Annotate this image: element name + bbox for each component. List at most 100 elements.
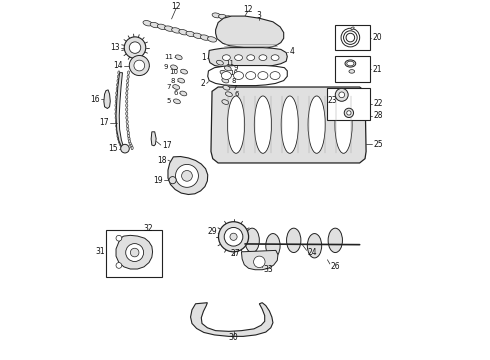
Text: 10: 10 xyxy=(229,70,238,76)
Text: 8: 8 xyxy=(171,77,175,84)
Text: 23: 23 xyxy=(328,96,338,105)
Ellipse shape xyxy=(219,14,227,19)
Text: 21: 21 xyxy=(372,64,382,73)
Ellipse shape xyxy=(223,85,230,90)
Ellipse shape xyxy=(200,35,209,40)
Text: 7: 7 xyxy=(232,85,237,91)
Ellipse shape xyxy=(126,120,128,123)
Circle shape xyxy=(335,89,348,101)
Bar xyxy=(106,230,162,277)
Ellipse shape xyxy=(235,55,243,60)
Text: 13: 13 xyxy=(110,43,120,52)
Ellipse shape xyxy=(118,137,120,141)
Ellipse shape xyxy=(207,37,217,42)
Circle shape xyxy=(116,235,122,241)
Text: 2: 2 xyxy=(201,79,206,88)
Polygon shape xyxy=(216,16,284,49)
Text: 33: 33 xyxy=(264,265,273,274)
Text: 31: 31 xyxy=(95,247,104,256)
Ellipse shape xyxy=(126,87,128,91)
Ellipse shape xyxy=(258,72,268,80)
Circle shape xyxy=(224,228,243,246)
Ellipse shape xyxy=(259,55,267,60)
Polygon shape xyxy=(116,73,124,149)
Text: 25: 25 xyxy=(373,140,383,149)
Text: 12: 12 xyxy=(243,5,253,14)
Ellipse shape xyxy=(193,33,202,39)
Polygon shape xyxy=(208,48,287,68)
Ellipse shape xyxy=(271,55,279,60)
Circle shape xyxy=(182,171,193,181)
Ellipse shape xyxy=(118,71,120,75)
Text: 4: 4 xyxy=(290,48,294,57)
Circle shape xyxy=(219,222,248,252)
Ellipse shape xyxy=(345,60,356,67)
Ellipse shape xyxy=(116,128,118,131)
Ellipse shape xyxy=(349,69,355,73)
Ellipse shape xyxy=(180,91,187,96)
Ellipse shape xyxy=(127,134,130,138)
Ellipse shape xyxy=(116,91,118,95)
Text: 11: 11 xyxy=(226,60,235,66)
Ellipse shape xyxy=(115,108,117,111)
Ellipse shape xyxy=(130,144,132,148)
Ellipse shape xyxy=(247,55,255,60)
Ellipse shape xyxy=(126,83,128,87)
Ellipse shape xyxy=(131,146,133,150)
Circle shape xyxy=(254,256,265,267)
Ellipse shape xyxy=(126,91,128,95)
Ellipse shape xyxy=(225,92,232,96)
Circle shape xyxy=(347,111,351,115)
Bar xyxy=(327,88,370,120)
Ellipse shape xyxy=(129,142,131,146)
Text: 17: 17 xyxy=(99,118,109,127)
Text: 6: 6 xyxy=(235,91,239,97)
Text: 15: 15 xyxy=(108,144,118,153)
Ellipse shape xyxy=(308,96,325,153)
Ellipse shape xyxy=(173,99,180,104)
Bar xyxy=(335,25,369,50)
Ellipse shape xyxy=(335,96,352,153)
Ellipse shape xyxy=(118,75,120,78)
Text: 7: 7 xyxy=(166,84,171,90)
Polygon shape xyxy=(104,90,110,108)
Circle shape xyxy=(230,233,237,240)
Text: 17: 17 xyxy=(162,140,172,149)
Ellipse shape xyxy=(126,104,128,107)
Ellipse shape xyxy=(351,27,354,30)
Text: 14: 14 xyxy=(113,61,122,70)
Ellipse shape xyxy=(173,85,180,89)
Ellipse shape xyxy=(251,22,259,26)
Circle shape xyxy=(121,144,129,153)
Ellipse shape xyxy=(143,21,152,26)
Ellipse shape xyxy=(118,140,121,143)
Text: 10: 10 xyxy=(170,69,178,75)
Ellipse shape xyxy=(117,83,119,87)
Circle shape xyxy=(134,60,145,71)
Ellipse shape xyxy=(222,78,229,83)
Bar xyxy=(335,56,369,82)
Polygon shape xyxy=(211,87,366,163)
Polygon shape xyxy=(208,66,287,86)
Ellipse shape xyxy=(126,100,128,103)
Text: 9: 9 xyxy=(234,66,238,71)
Ellipse shape xyxy=(126,108,128,111)
Circle shape xyxy=(344,108,354,118)
Ellipse shape xyxy=(178,78,185,83)
Text: 24: 24 xyxy=(308,248,318,257)
Ellipse shape xyxy=(116,124,118,128)
Ellipse shape xyxy=(127,79,129,83)
Ellipse shape xyxy=(307,234,321,258)
Text: 11: 11 xyxy=(164,54,173,60)
Ellipse shape xyxy=(245,20,253,25)
Ellipse shape xyxy=(117,134,119,138)
Polygon shape xyxy=(191,303,273,336)
Ellipse shape xyxy=(179,30,188,35)
Ellipse shape xyxy=(115,120,118,123)
Text: 6: 6 xyxy=(173,90,178,96)
Circle shape xyxy=(129,42,141,53)
Ellipse shape xyxy=(171,65,177,70)
Text: 8: 8 xyxy=(231,77,236,84)
Polygon shape xyxy=(116,235,152,269)
Ellipse shape xyxy=(150,22,159,28)
